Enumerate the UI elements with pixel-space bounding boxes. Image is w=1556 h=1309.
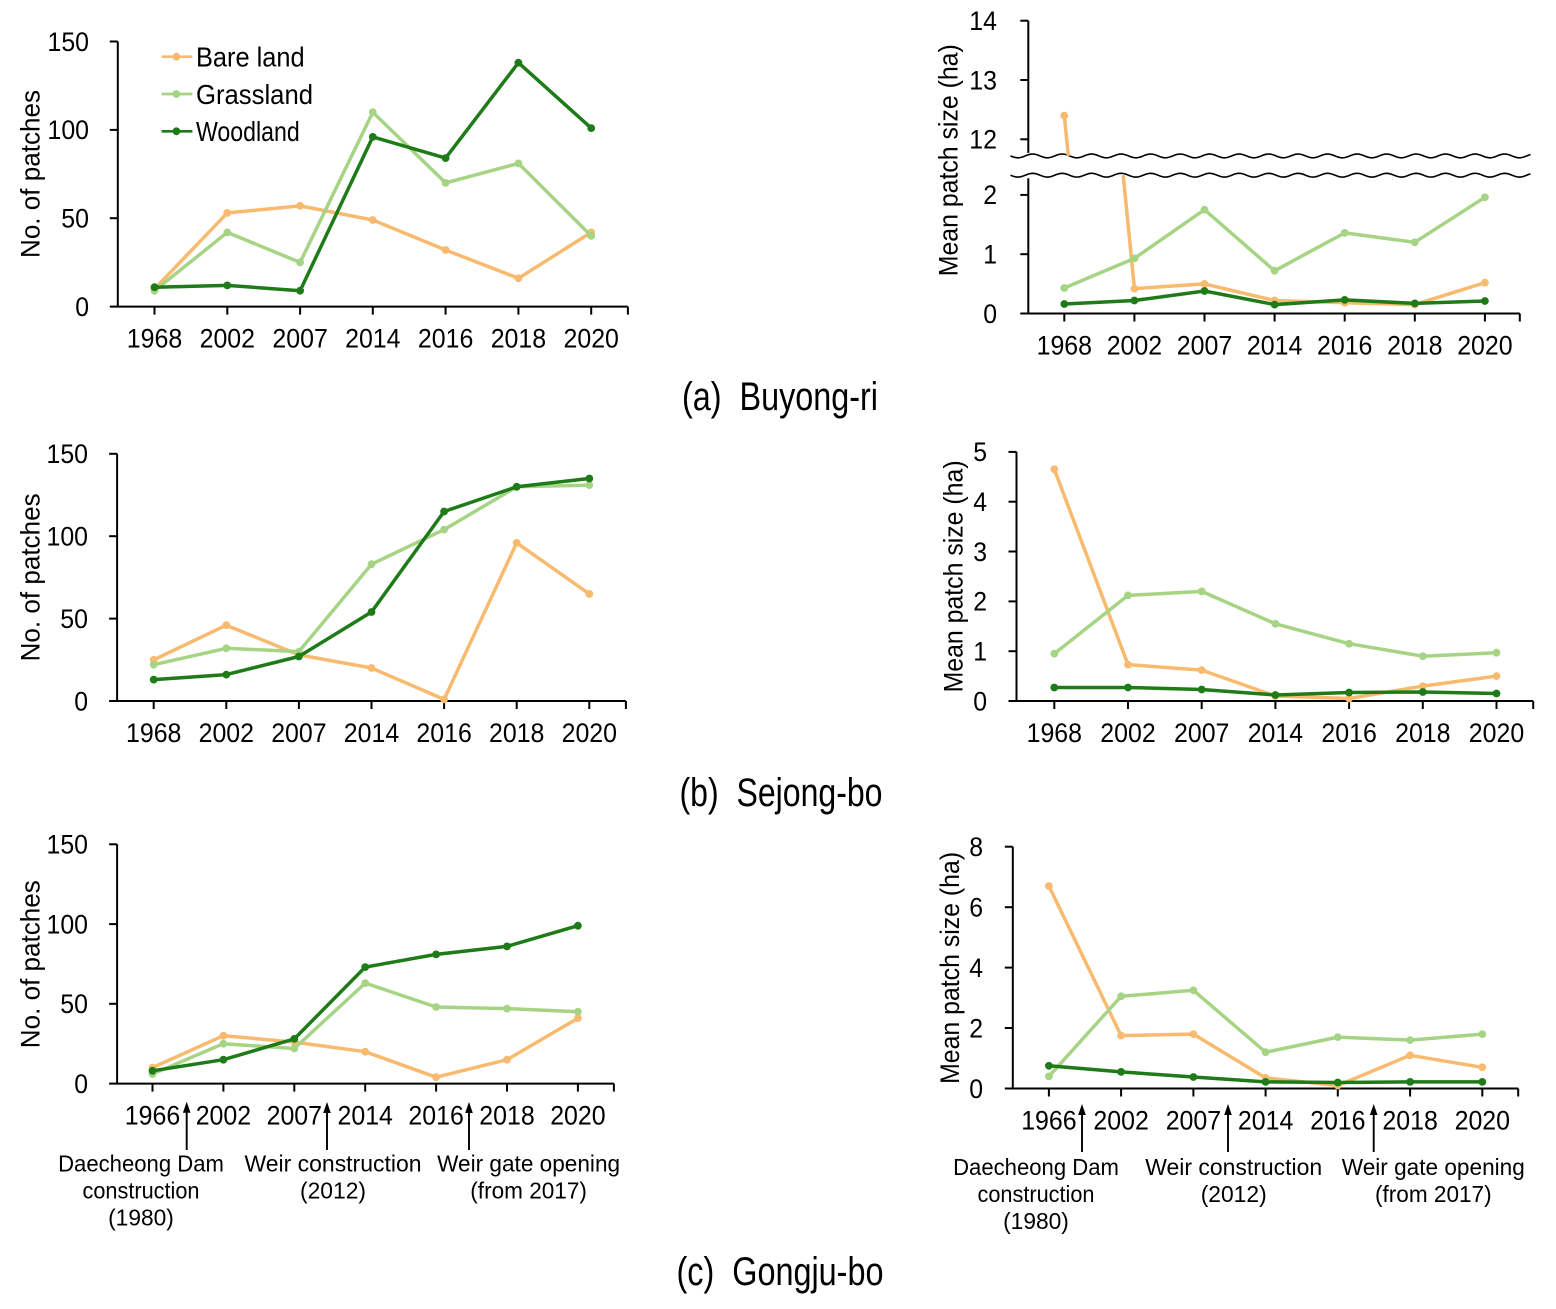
svg-text:construction: construction [978,1181,1095,1207]
svg-text:1968: 1968 [127,323,182,353]
svg-text:2020: 2020 [1469,718,1524,748]
svg-text:2007: 2007 [267,1100,322,1130]
svg-text:2020: 2020 [1455,1105,1510,1135]
svg-text:1968: 1968 [126,718,181,748]
svg-text:2018: 2018 [479,1100,534,1130]
svg-text:2020: 2020 [1457,330,1512,360]
svg-text:2007: 2007 [1166,1105,1221,1135]
svg-text:No. of patches: No. of patches [16,880,46,1048]
svg-text:Mean patch size (ha): Mean patch size (ha) [934,44,964,276]
svg-text:2016: 2016 [1321,718,1376,748]
svg-text:(2012): (2012) [300,1178,366,1204]
svg-text:2: 2 [983,180,997,210]
svg-text:2014: 2014 [344,718,399,748]
svg-text:1: 1 [983,240,997,270]
svg-text:Grassland: Grassland [196,79,313,110]
svg-text:(a) Buyong-ri: (a) Buyong-ri [682,375,878,419]
svg-text:2002: 2002 [1100,718,1155,748]
svg-text:13: 13 [969,65,997,95]
svg-text:2018: 2018 [491,323,546,353]
svg-text:4: 4 [973,487,987,517]
svg-text:100: 100 [47,909,89,939]
svg-text:1966: 1966 [1021,1105,1076,1135]
svg-text:1968: 1968 [1027,718,1082,748]
svg-text:0: 0 [74,1069,88,1099]
svg-text:2002: 2002 [1107,330,1162,360]
svg-text:Daecheong Dam: Daecheong Dam [953,1154,1119,1180]
svg-text:2014: 2014 [345,323,400,353]
svg-text:(c) Gongju-bo: (c) Gongju-bo [677,1250,884,1294]
svg-text:(from 2017): (from 2017) [470,1178,587,1204]
svg-text:Bare land: Bare land [196,42,305,73]
svg-text:2007: 2007 [271,718,326,748]
svg-text:2016: 2016 [1310,1105,1365,1135]
svg-text:Weir gate opening: Weir gate opening [437,1151,620,1177]
svg-text:2002: 2002 [196,1100,251,1130]
svg-text:2018: 2018 [489,718,544,748]
svg-text:2020: 2020 [550,1100,605,1130]
svg-text:(b) Sejong-bo: (b) Sejong-bo [680,771,883,815]
svg-text:No. of patches: No. of patches [16,90,46,258]
svg-text:2014: 2014 [1238,1105,1293,1135]
svg-text:150: 150 [47,439,89,469]
svg-text:Woodland: Woodland [196,116,300,147]
svg-text:(2012): (2012) [1201,1181,1267,1207]
svg-text:6: 6 [969,893,983,923]
svg-text:5: 5 [973,437,987,467]
svg-text:8: 8 [969,832,983,862]
svg-text:2002: 2002 [1093,1105,1148,1135]
svg-text:2007: 2007 [272,323,327,353]
svg-text:Weir construction: Weir construction [1145,1154,1322,1180]
svg-text:0: 0 [973,686,987,716]
svg-text:construction: construction [83,1178,200,1204]
svg-text:50: 50 [60,989,88,1019]
svg-text:Weir construction: Weir construction [245,1151,422,1177]
svg-text:Mean patch size (ha): Mean patch size (ha) [939,460,969,692]
svg-text:2: 2 [973,587,987,617]
svg-text:2: 2 [969,1013,983,1043]
svg-text:2014: 2014 [1247,330,1302,360]
svg-text:150: 150 [48,27,90,57]
svg-text:Mean patch size (ha): Mean patch size (ha) [935,852,965,1084]
svg-text:2020: 2020 [564,323,619,353]
svg-text:50: 50 [60,604,88,634]
svg-text:2018: 2018 [1387,330,1442,360]
svg-text:100: 100 [48,115,90,145]
svg-text:0: 0 [969,1074,983,1104]
svg-text:Weir gate opening: Weir gate opening [1342,1154,1525,1180]
svg-text:2018: 2018 [1395,718,1450,748]
svg-text:Daecheong Dam: Daecheong Dam [58,1151,224,1177]
svg-text:0: 0 [74,686,88,716]
svg-text:2014: 2014 [1248,718,1303,748]
svg-text:2014: 2014 [338,1100,393,1130]
svg-text:2016: 2016 [408,1100,463,1130]
svg-text:2020: 2020 [562,718,617,748]
svg-text:2016: 2016 [1317,330,1372,360]
svg-text:0: 0 [983,299,997,329]
svg-text:2002: 2002 [199,718,254,748]
svg-text:(1980): (1980) [108,1205,174,1231]
svg-text:12: 12 [969,125,997,155]
svg-text:2007: 2007 [1177,330,1232,360]
svg-text:0: 0 [75,292,89,322]
svg-text:14: 14 [969,6,997,36]
svg-text:50: 50 [61,204,89,234]
svg-text:(from 2017): (from 2017) [1375,1181,1492,1207]
svg-text:2016: 2016 [416,718,471,748]
svg-text:2016: 2016 [418,323,473,353]
svg-text:1966: 1966 [125,1100,180,1130]
svg-text:2002: 2002 [200,323,255,353]
svg-text:150: 150 [47,830,89,860]
svg-text:100: 100 [47,522,89,552]
svg-text:2007: 2007 [1174,718,1229,748]
svg-text:1968: 1968 [1037,330,1092,360]
svg-text:4: 4 [969,953,983,983]
svg-text:(1980): (1980) [1003,1208,1069,1234]
svg-text:1: 1 [973,637,987,667]
svg-text:2018: 2018 [1382,1105,1437,1135]
svg-text:No. of patches: No. of patches [16,493,46,661]
svg-text:3: 3 [973,537,987,567]
